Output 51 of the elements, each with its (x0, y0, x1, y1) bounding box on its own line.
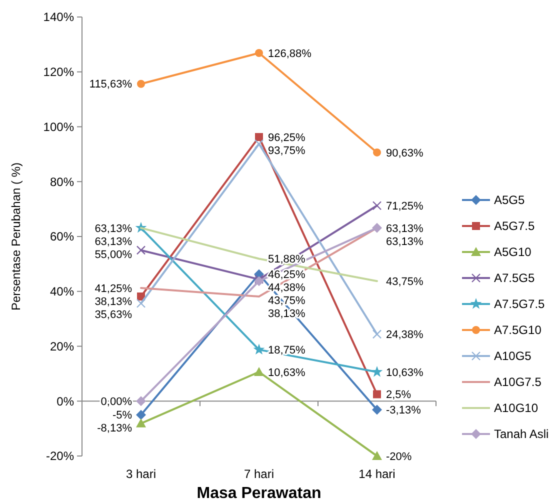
legend-label: A10G5 (494, 349, 532, 364)
y-tick-label: 100% (43, 120, 74, 134)
y-tick-label: -20% (46, 449, 74, 464)
data-label: 55,00% (94, 248, 132, 261)
data-label: -8,13% (97, 422, 132, 435)
data-label: 10,63% (268, 366, 306, 379)
legend-label: A5G10 (494, 245, 532, 260)
x-axis-title: Masa Perawatan (196, 485, 322, 502)
data-label: -5% (112, 410, 132, 422)
legend-label: A7.5G10 (494, 323, 542, 338)
legend-label: A7.5G5 (494, 271, 536, 286)
y-tick-label: 140% (43, 10, 74, 24)
data-label: 93,75% (268, 144, 306, 157)
legend-label: A10G7.5 (494, 375, 542, 390)
legend-label: A5G7.5 (494, 219, 536, 234)
data-label: 71,25% (386, 200, 424, 212)
data-label: 63,13% (386, 222, 424, 235)
data-label: 90,63% (386, 147, 424, 160)
y-axis-title: Persentase Perubahan ( %) (9, 162, 23, 311)
data-label: -20% (386, 450, 412, 463)
legend-label: A7.5G7.5 (494, 297, 546, 312)
data-label: -3,13% (386, 404, 422, 417)
data-label: 63,13% (94, 222, 132, 235)
x-tick-label: 14 hari (358, 467, 396, 481)
y-tick-label: 80% (50, 174, 74, 189)
data-label: 44,38% (268, 282, 306, 294)
legend-label: Tanah Asli (494, 427, 549, 442)
data-label: 24,38% (386, 329, 424, 342)
legend-label: A5G5 (494, 193, 526, 208)
data-label: 41,25% (94, 282, 132, 295)
y-tick-label: 20% (50, 339, 74, 354)
data-label: 0,00% (100, 396, 132, 408)
y-tick-label: 40% (50, 284, 74, 299)
data-label: 35,63% (94, 308, 132, 321)
y-tick-label: 0% (56, 394, 74, 408)
data-label: 43,75% (386, 276, 424, 288)
data-label: 46,25% (268, 269, 306, 282)
data-label: 63,13% (94, 236, 132, 248)
y-tick-label: 120% (43, 65, 74, 80)
legend-label: A10G10 (494, 401, 538, 416)
data-label: 10,63% (386, 366, 424, 379)
data-label: 38,13% (94, 296, 132, 308)
x-tick-label: 3 hari (126, 467, 156, 481)
x-tick-label: 7 hari (244, 467, 274, 481)
data-label: 96,25% (268, 132, 306, 144)
data-label: 115,63% (89, 78, 132, 91)
data-label: 63,13% (386, 236, 424, 248)
data-label: 126,88% (268, 48, 312, 60)
data-label: 2,5% (386, 389, 412, 402)
y-tick-label: 60% (50, 230, 74, 244)
data-label: 18,75% (268, 344, 306, 357)
